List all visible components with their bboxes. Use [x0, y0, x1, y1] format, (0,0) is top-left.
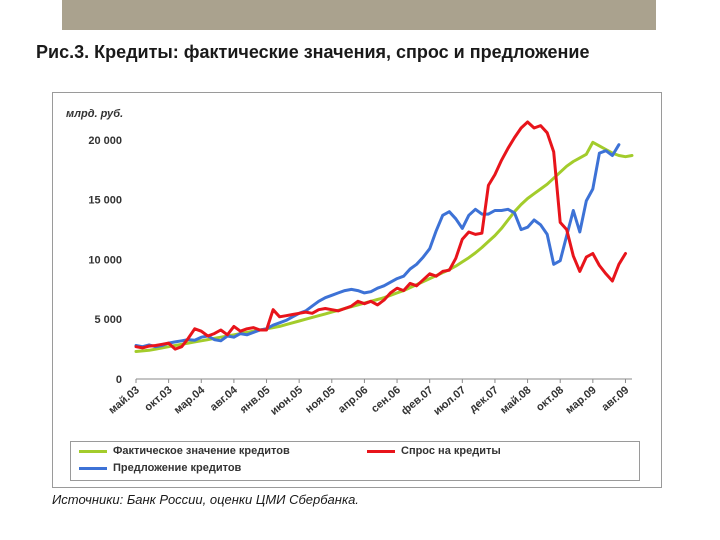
legend-label-supply: Предложение кредитов: [113, 462, 242, 474]
x-tick-label: фев.07: [399, 384, 436, 417]
legend-swatch-actual: [79, 449, 107, 453]
x-tick-label: май.08: [498, 384, 533, 416]
series-line-demand: [134, 120, 627, 351]
x-tick-label: авг.04: [208, 384, 241, 414]
x-tick-label: авг.09: [599, 384, 631, 414]
y-tick-label: 20 000: [88, 135, 122, 147]
x-tick-label: май.03: [107, 384, 142, 416]
x-tick-label: янв.05: [238, 384, 273, 416]
figure-title: Рис.3. Кредиты: фактические значения, сп…: [36, 42, 590, 62]
legend-label-demand: Спрос на кредиты: [401, 445, 501, 457]
x-tick-label: окт.03: [142, 384, 174, 414]
legend-swatch-demand: [367, 449, 395, 453]
series-line-supply: [134, 143, 621, 349]
x-tick-label: окт.08: [534, 384, 566, 414]
legend-item-supply: Предложение кредитов: [79, 462, 241, 474]
x-tick-label: дек.07: [467, 384, 501, 415]
x-tick-label: ноя.05: [303, 384, 337, 416]
top-decor-bar: [62, 0, 656, 30]
x-tick-label: июн.05: [268, 384, 305, 418]
x-tick-label: мар.04: [172, 384, 208, 417]
x-tick-label: мар.09: [563, 384, 598, 416]
y-tick-label: 5 000: [94, 314, 122, 326]
legend-item-actual: Фактическое значение кредитов: [79, 445, 290, 457]
y-tick-label: 0: [116, 374, 122, 386]
y-tick-label: 10 000: [88, 254, 122, 266]
y-axis-unit-label: млрд. руб.: [66, 108, 124, 120]
legend-swatch-supply: [79, 466, 107, 470]
legend: Фактическое значение кредитов Спрос на к…: [70, 441, 640, 481]
x-tick-label: апр.06: [336, 384, 370, 416]
x-tick-label: июл.07: [431, 384, 468, 418]
y-tick-label: 15 000: [88, 195, 122, 207]
x-tick-label: сен.06: [369, 384, 403, 415]
legend-label-actual: Фактическое значение кредитов: [113, 445, 290, 457]
source-note: Источники: Банк России, оценки ЦМИ Сберб…: [52, 492, 359, 507]
series-line-actual: [134, 140, 634, 353]
legend-item-demand: Спрос на кредиты: [367, 445, 501, 457]
